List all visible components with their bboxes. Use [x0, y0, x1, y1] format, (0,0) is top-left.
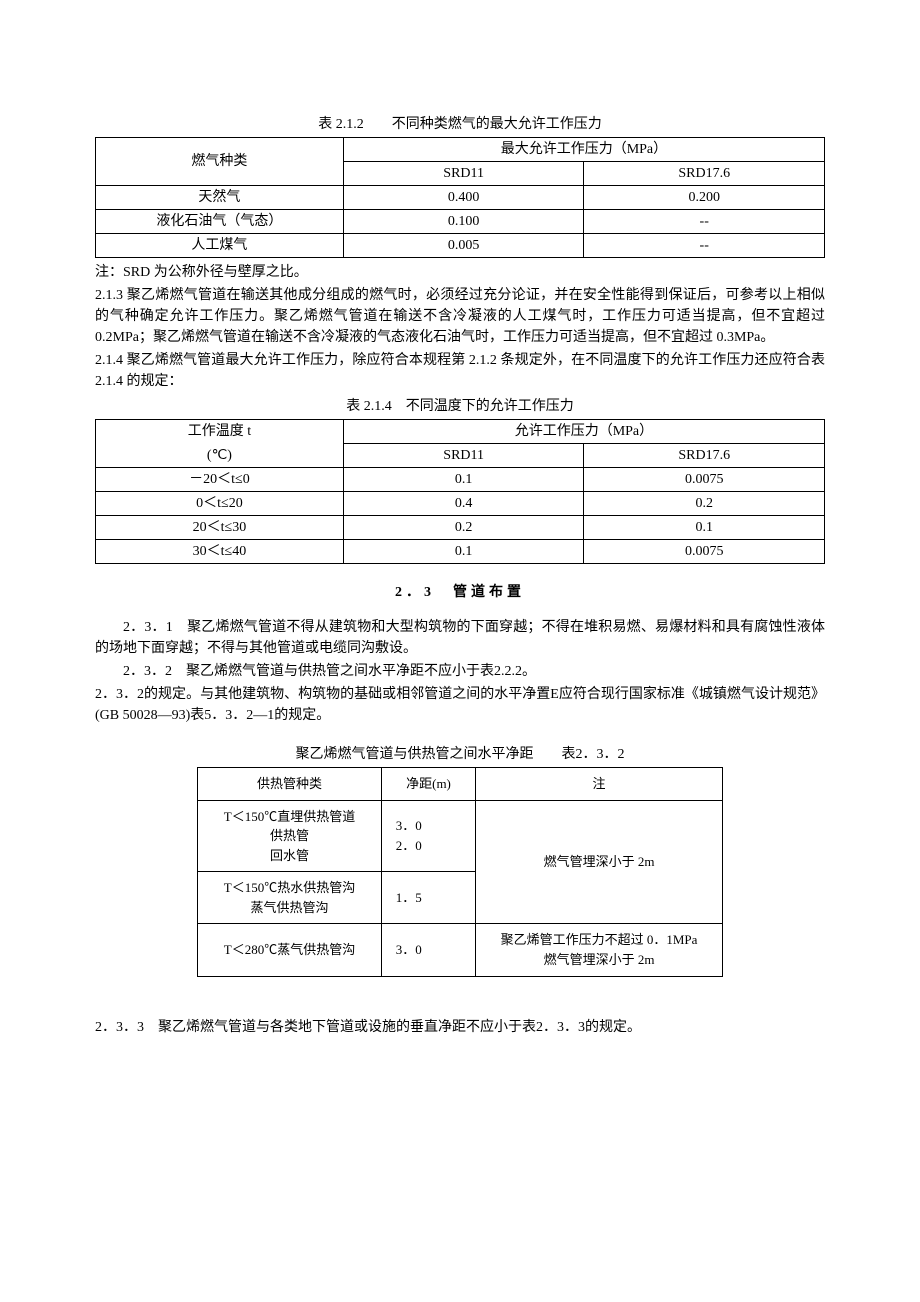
table-232-caption: 聚乙烯燃气管道与供热管之间水平净距 表2．3．2: [95, 744, 825, 765]
t214-h-temp-l2: (℃): [96, 444, 344, 468]
t232-r2c0: T＜150℃热水供热管沟 蒸气供热管沟: [198, 872, 382, 924]
t232-h2: 注: [476, 768, 723, 801]
t212-r0c0: 天然气: [96, 186, 344, 210]
para-232a: 2．3．2 聚乙烯燃气管道与供热管之间水平净距不应小于表2.2.2。: [95, 661, 825, 682]
para-214a: 2.1.4 聚乙烯燃气管道最大允许工作压力，除应符合本规程第 2.1.2 条规定…: [95, 350, 825, 392]
t214-r3c2: 0.0075: [584, 540, 825, 564]
para-213: 2.1.3 聚乙烯燃气管道在输送其他成分组成的燃气时，必须经过充分论证，并在安全…: [95, 285, 825, 348]
t232-r2c1: 1．5: [381, 872, 475, 924]
t232-r1c1: 3．0 2．0: [381, 800, 475, 872]
t214-r3c1: 0.1: [343, 540, 584, 564]
table-232: 供热管种类 净距(m) 注 T＜150℃直埋供热管道 供热管 回水管 3．0 2…: [197, 767, 723, 977]
t232-r1c0: T＜150℃直埋供热管道 供热管 回水管: [198, 800, 382, 872]
table-row: 液化石油气（气态） 0.100 --: [96, 210, 825, 234]
t212-r0c1: 0.400: [343, 186, 584, 210]
para-233: 2．3．3 聚乙烯燃气管道与各类地下管道或设施的垂直净距不应小于表2．3．3的规…: [95, 1017, 825, 1038]
table-214-caption: 表 2.1.4 不同温度下的允许工作压力: [95, 396, 825, 417]
t214-h-srd176: SRD17.6: [584, 444, 825, 468]
note-srd: 注：SRD 为公称外径与壁厚之比。: [95, 262, 825, 283]
t212-r1c1: 0.100: [343, 210, 584, 234]
table-row: 0＜t≤20 0.4 0.2: [96, 492, 825, 516]
section-23-title: 2．3 管道布置: [95, 582, 825, 603]
table-row: －20＜t≤0 0.1 0.0075: [96, 468, 825, 492]
t232-r3c2: 聚乙烯管工作压力不超过 0．1MPa 燃气管埋深小于 2m: [476, 924, 723, 977]
t214-h-srd11: SRD11: [343, 444, 584, 468]
t214-h-temp-l1: 工作温度 t: [96, 420, 344, 444]
t214-r2c0: 20＜t≤30: [96, 516, 344, 540]
t232-h1: 净距(m): [381, 768, 475, 801]
t214-r1c2: 0.2: [584, 492, 825, 516]
table-row: T＜150℃直埋供热管道 供热管 回水管 3．0 2．0 燃气管埋深小于 2m: [198, 800, 723, 872]
t212-h-press: 最大允许工作压力（MPa）: [343, 138, 824, 162]
t232-r1c1-l1: 3．0: [396, 816, 469, 836]
t232-r12c2: 燃气管埋深小于 2m: [476, 800, 723, 924]
t212-r0c2: 0.200: [584, 186, 825, 210]
t212-h-srd176: SRD17.6: [584, 162, 825, 186]
t232-r3c1: 3．0: [381, 924, 475, 977]
t232-r3c2-l1: 聚乙烯管工作压力不超过 0．1MPa: [482, 930, 716, 950]
para-232b: 2．3．2的规定。与其他建筑物、构筑物的基础或相邻管道之间的水平净置E应符合现行…: [95, 684, 825, 726]
table-row: 天然气 0.400 0.200: [96, 186, 825, 210]
table-row: 30＜t≤40 0.1 0.0075: [96, 540, 825, 564]
t232-r2c0-l1: T＜150℃热水供热管沟: [204, 878, 375, 898]
t212-h-type: 燃气种类: [96, 138, 344, 186]
t212-r1c2: --: [584, 210, 825, 234]
t232-r3c0: T＜280℃蒸气供热管沟: [198, 924, 382, 977]
t212-r2c0: 人工煤气: [96, 234, 344, 258]
t232-r3c2-l2: 燃气管埋深小于 2m: [482, 950, 716, 970]
para-231: 2．3．1 聚乙烯燃气管道不得从建筑物和大型构筑物的下面穿越；不得在堆积易燃、易…: [95, 617, 825, 659]
t214-r1c1: 0.4: [343, 492, 584, 516]
t214-r0c2: 0.0075: [584, 468, 825, 492]
t212-r2c1: 0.005: [343, 234, 584, 258]
t232-r1c0-l2: 供热管: [204, 826, 375, 846]
t214-r0c1: 0.1: [343, 468, 584, 492]
t212-h-srd11: SRD11: [343, 162, 584, 186]
t232-r1c0-l1: T＜150℃直埋供热管道: [204, 807, 375, 827]
t214-r2c2: 0.1: [584, 516, 825, 540]
t232-r1c1-l2: 2．0: [396, 836, 469, 856]
table-212: 燃气种类 最大允许工作压力（MPa） SRD11 SRD17.6 天然气 0.4…: [95, 137, 825, 258]
t214-r3c0: 30＜t≤40: [96, 540, 344, 564]
t214-r1c0: 0＜t≤20: [96, 492, 344, 516]
table-row: 20＜t≤30 0.2 0.1: [96, 516, 825, 540]
t232-h0: 供热管种类: [198, 768, 382, 801]
table-row: T＜280℃蒸气供热管沟 3．0 聚乙烯管工作压力不超过 0．1MPa 燃气管埋…: [198, 924, 723, 977]
t212-r1c0: 液化石油气（气态）: [96, 210, 344, 234]
t232-r1c0-l3: 回水管: [204, 846, 375, 866]
table-214: 工作温度 t 允许工作压力（MPa） (℃) SRD11 SRD17.6 －20…: [95, 419, 825, 564]
t214-h-press: 允许工作压力（MPa）: [343, 420, 824, 444]
table-row: 人工煤气 0.005 --: [96, 234, 825, 258]
t214-r2c1: 0.2: [343, 516, 584, 540]
t214-r0c0: －20＜t≤0: [96, 468, 344, 492]
t212-r2c2: --: [584, 234, 825, 258]
t232-r2c0-l2: 蒸气供热管沟: [204, 898, 375, 918]
table-212-caption: 表 2.1.2 不同种类燃气的最大允许工作压力: [95, 114, 825, 135]
